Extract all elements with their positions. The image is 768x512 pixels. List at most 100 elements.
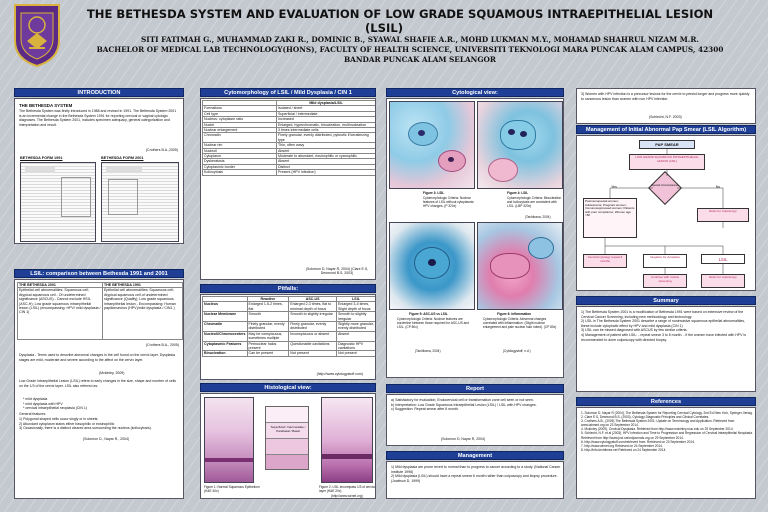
fig4-text: Cytomorphologic Criteria: Binucleation a… [507,196,562,208]
pitfalls-row: Binucleation Can be present Not present Not… [202,350,375,357]
pitfalls-feature: Nucleus [202,301,248,313]
report-panel: a) Satisfactory for evaluation; Endocerv… [386,394,564,446]
cytomorph-row: Chromatin Finely granular, evenly distrib… [202,132,375,144]
lsil-box: LOW GRADE SQUAMOUS INTRAEPITHELIAL LESIO… [629,154,705,170]
pitfalls-value: Smooth to slightly irregular [336,311,375,323]
pitfalls-value: Enlarged 3-4 times, Slight depth of focu… [336,301,375,313]
pitfalls-row: Nucleus Enlarged 1.5-2 times, flat Enlarge… [202,301,375,313]
histology-panel: Superficial / Intermediate / Parabasal /… [200,393,376,499]
fig5-text: Cytomorphologic Criteria: Nuclear featur… [397,317,469,329]
cytological-cite-1: (Tachibana, 2004) [525,215,551,219]
alias-item: * mild dysplasia [23,397,48,401]
hpv-note: 3) Women with HPV infection is a precurs… [581,92,750,101]
layer-diagram: Superficial / Intermediate / Parabasal /… [265,406,309,470]
pitfalls-value: Absent [336,330,375,342]
summary-item: 3) LSIL can be missed diagnosed with ASC… [581,328,688,333]
refer-colposcopy-box-2: Refer for colposcopy [701,274,745,288]
summary-item: 1) The Bethesda System 2001 is a modific… [581,310,744,319]
special-groups-list: Postmenopausal women; Adolescents; Pregn… [583,198,637,238]
comparison-panel: THE BETHESDA 2001 THE BETHESDA 1991 Epit… [14,279,184,499]
pitfalls-col-head: LSIL [336,295,375,303]
dysplasia-cite: (Mckinley, 2009) [99,371,125,375]
pitfalls-table: Reactive ASC-US LSIL Nucleus Enlarged 1.5-2… [202,295,375,357]
lsil-result-box: LSIL [701,254,745,264]
lsil-aliases: * mild dysplasia * mild dysplasia with H… [23,397,173,411]
pitfalls-value: Inconspicuous or absent [288,330,338,342]
fig3-title: Figure 3: LSIL [423,191,445,195]
pitfalls-row: Nucleoli/Chromocenters May be conspicuous… [202,330,375,342]
pitfalls-row: Cytoplasmic Features Perinuclear halos pr… [202,340,375,352]
cytological-cite-2: (Tachibana, 2004) [415,349,441,353]
special-circumstances-diamond [648,171,682,205]
pitfalls-header: Pitfalls: [200,284,376,293]
feature-item: 1) Polygonal shaped cells occur singly o… [19,417,99,421]
reference-item: 6. http://www.cytologystuff.com/retrieve… [581,439,695,444]
lsil-paragraph: Low Grade Intraepithelial Lesion (LSIL) … [19,379,177,388]
report-list: a) Satisfactory for evaluation; Endocerv… [391,398,561,412]
general-features-list: 1) Polygonal shaped cells occur singly o… [19,417,179,431]
feature-item: 2) Abundant cytoplasm stains either baso… [19,421,115,426]
comparison-header: LSIL: comparison between Bethesda 1991 a… [14,269,184,278]
pitfalls-row: Chromatin Finely granular, evenly distrib… [202,321,375,332]
pitfalls-panel: Reactive ASC-US LSIL Nucleus Enlarged 1.5-2… [200,294,376,380]
routine-screening-box: Continue with routine screening [643,274,687,288]
reference-item: 2. Clare E.S, Desmond B.S. (2003), Cytol… [581,415,710,420]
intro-subhead: THE BETHESDA SYSTEM [19,103,73,108]
pitfalls-value: Smooth [246,311,290,323]
reference-item: 7. http://www.wirnet.org Retrieved on 24… [581,443,663,448]
repeat-cytology-box: Cervical cytology repeat 6 months [583,254,627,268]
diamond-label: Special circumstances [651,183,679,187]
pitfalls-feature: Cytoplasmic Features [202,340,248,352]
intro-header: INTRODUCTION [14,88,184,97]
pitfalls-value: Diagnostic HPV cavitations [336,340,375,352]
management-list: 1) Mild dysplasia are prone revert to no… [391,465,561,483]
university-crest-logo [14,4,60,67]
comparison-col1-text: Epithelial cell abnormalities: Squamous … [16,287,104,341]
pitfalls-value: Perinuclear halos present [246,340,290,352]
algorithm-header: Management of Initial Abnormal Pap Smear… [576,125,756,134]
histology-caption-2: Figure 2: LSIL encompass 1/3 of cervical… [319,485,376,493]
management-panel: 1) Mild dysplasia are prone revert to no… [386,461,564,499]
affiliation-line2: BANDAR PUNCAK ALAM SELANGOR [344,55,496,64]
layer-diagram-label: Superficial / Intermediate / Parabasal /… [270,425,306,433]
summary-panel: 1) The Bethesda System 2001 is a modific… [576,306,756,392]
pitfalls-value: Not present [288,350,338,357]
summary-header: Summary [576,296,756,305]
cytomorph-panel: Mild dysplasia/LSIL Formations Isolated /… [200,98,376,280]
reference-item: 5. Schlecht, N.F. et al (2003), HPV Infe… [581,431,753,440]
intro-text: The Bethesda System was firstly introduc… [19,109,177,127]
hpv-note-panel: 3) Women with HPV infection is a precurs… [576,88,756,124]
comparison-table: THE BETHESDA 2001 THE BETHESDA 1991 Epit… [16,281,183,341]
general-features-label: General features: [19,412,47,416]
cytological-cite-3: (Cytologystuff, n.d.) [503,349,531,353]
fig4-title: Figure 4: LSIL [507,191,529,195]
cytomorph-value: Enlarged, hyperchromatic, binucleation, … [276,121,375,129]
intro-panel: THE BETHESDA SYSTEM The Bethesda System … [14,98,184,244]
form-1991-label: BETHESDA FORM 1991 [20,156,63,160]
fig6-title: Figure 6: Inflammation [497,312,532,316]
cytomorph-table: Mild dysplasia/LSIL Formations Isolated /… [202,99,375,176]
lsil-cytology-image-1 [389,101,475,189]
alias-item: * cervical intraepithelial neoplasia (CI… [23,406,88,411]
report-cite: (Solomon D, Nayar R, 2004) [441,437,486,441]
cytomorph-value: 3 times intermediate cells [276,126,375,134]
pitfalls-value: Slightly more granular, evenly distribut… [336,321,375,332]
pap-smear-box: PAP SMEAR [639,140,695,149]
pitfalls-feature: Nucleoli/Chromocenters [202,330,248,342]
comparison-col2-text: Epithelial cell abnormalities: Squamous … [102,287,183,341]
pitfalls-value: Can be present [246,350,290,357]
summary-item: 4) Management of patient with LSIL: - re… [581,332,746,342]
lsil-cytology-image-2 [477,101,563,189]
management-item: 2) Mild dysplasia (LSIL) should have a r… [391,474,558,483]
normal-epithelium-image [204,397,254,483]
fig6-text: Cytomorphologic Criteria: Abnormal chang… [483,317,557,329]
features-cite: (Solomon D., Nayar R., 2004) [83,437,130,441]
reference-item: 8. http://info.techtimes.net Retrieved o… [581,447,667,452]
summary-list: 1) The Bethesda System 2001 is a modific… [581,310,753,342]
hpv-note-cite: (Schlecht, N.F. 2003) [649,115,682,119]
poster-title-line2: (LSIL) [364,21,404,35]
management-item: 1) Mild dysplasia are prone revert to no… [391,465,561,474]
fig3-text: Cytomorphologic Criteria: Nuclear featur… [423,196,474,208]
bethesda-form-1991-image [20,162,96,242]
cytomorph-row: Nuclear enlargement 3 times intermediate … [202,126,375,134]
